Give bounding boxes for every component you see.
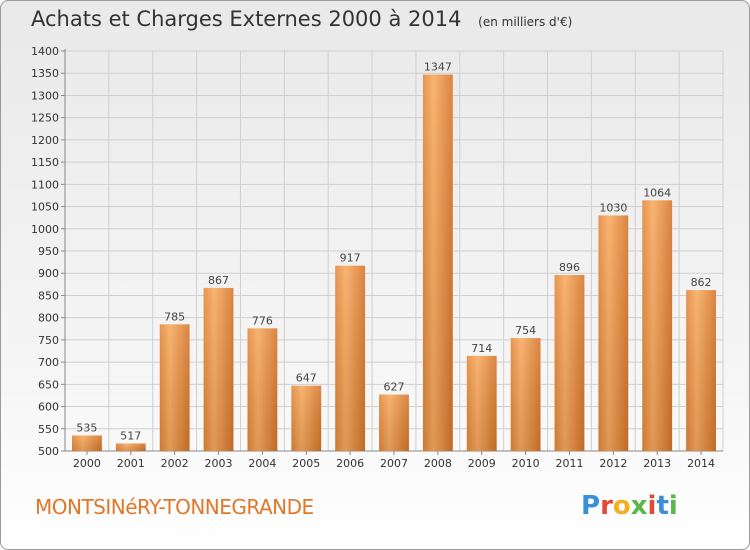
y-tick-label: 600 — [38, 401, 59, 414]
y-tick-label: 950 — [38, 245, 59, 258]
y-tick-label: 550 — [38, 423, 59, 436]
y-tick-label: 1300 — [31, 89, 59, 102]
bar-shade — [510, 338, 541, 451]
x-tick-label: 2003 — [205, 457, 233, 470]
labels-layer: 500 550 600 650 700 750 800 850 900 950 1000 1050 11… — [31, 45, 715, 470]
bar-shade — [598, 215, 629, 451]
bar-shade — [159, 324, 190, 451]
x-tick-label: 2004 — [248, 457, 276, 470]
bars-layer — [72, 74, 716, 452]
x-tick-label: 2014 — [687, 457, 715, 470]
bar-shade — [115, 443, 146, 451]
bar-value-label: 862 — [691, 276, 712, 289]
y-tick-label: 1400 — [31, 45, 59, 58]
bar-value-label: 754 — [515, 324, 536, 337]
commune-name: MONTSINéRY-TONNEGRANDE — [35, 495, 314, 519]
y-tick-label: 750 — [38, 334, 59, 347]
logo-letter: P — [581, 491, 601, 521]
bar-value-label: 776 — [252, 314, 273, 327]
chart-subtitle: (en milliers d'€) — [478, 15, 573, 29]
x-tick-label: 2012 — [599, 457, 627, 470]
x-tick-label: 2001 — [117, 457, 145, 470]
bar-shade — [335, 265, 366, 451]
y-tick-label: 1050 — [31, 201, 59, 214]
x-tick-label: 2009 — [468, 457, 496, 470]
logo-letter: i — [647, 491, 657, 521]
proxiti-logo[interactable]: Proxiti — [581, 491, 678, 521]
bar-value-label: 917 — [340, 252, 361, 265]
bar-value-label: 535 — [76, 421, 97, 434]
bar-shade — [291, 385, 322, 451]
bar-value-label: 867 — [208, 274, 229, 287]
y-tick-label: 500 — [38, 445, 59, 458]
logo-letter: o — [612, 491, 631, 521]
y-tick-label: 800 — [38, 312, 59, 325]
bar-value-label: 517 — [120, 429, 141, 442]
y-tick-label: 1100 — [31, 178, 59, 191]
bar-shade — [422, 74, 453, 452]
bar-shade — [642, 200, 673, 451]
bar-value-label: 1030 — [599, 201, 627, 214]
logo-letter: x — [630, 491, 648, 521]
y-tick-label: 1350 — [31, 67, 59, 80]
bar-shade — [379, 394, 409, 451]
bar-shade — [72, 435, 102, 451]
x-tick-label: 2008 — [424, 457, 452, 470]
y-tick-label: 1000 — [31, 223, 59, 236]
y-tick-label: 1200 — [31, 134, 59, 147]
x-tick-label: 2013 — [643, 457, 671, 470]
bar-value-label: 1064 — [643, 186, 671, 199]
x-tick-label: 2010 — [512, 457, 540, 470]
bar-value-label: 647 — [296, 372, 317, 385]
bar-shade — [466, 355, 497, 451]
bar-shade — [686, 290, 716, 451]
bar-shade — [247, 328, 278, 451]
y-tick-label: 1150 — [31, 156, 59, 169]
chart-title-block: Achats et Charges Externes 2000 à 2014 (… — [31, 7, 572, 31]
bar-value-label: 896 — [559, 261, 580, 274]
logo-letter: t — [656, 491, 669, 521]
bar-shade — [203, 287, 234, 451]
x-tick-label: 2006 — [336, 457, 364, 470]
y-tick-label: 700 — [38, 356, 59, 369]
x-tick-label: 2000 — [73, 457, 101, 470]
logo-letter: i — [668, 491, 678, 521]
x-tick-label: 2007 — [380, 457, 408, 470]
bar-value-label: 1347 — [424, 61, 452, 74]
chart-title: Achats et Charges Externes 2000 à 2014 — [31, 7, 462, 31]
bar-value-label: 627 — [384, 381, 405, 394]
y-tick-label: 1250 — [31, 112, 59, 125]
y-tick-label: 850 — [38, 289, 59, 302]
bar-value-label: 785 — [164, 310, 185, 323]
y-tick-label: 650 — [38, 378, 59, 391]
logo-letter: r — [600, 491, 613, 521]
x-tick-label: 2011 — [555, 457, 583, 470]
bar-shade — [554, 275, 585, 451]
x-tick-label: 2002 — [161, 457, 189, 470]
y-tick-label: 900 — [38, 267, 59, 280]
x-tick-label: 2005 — [292, 457, 320, 470]
bar-value-label: 714 — [471, 342, 492, 355]
